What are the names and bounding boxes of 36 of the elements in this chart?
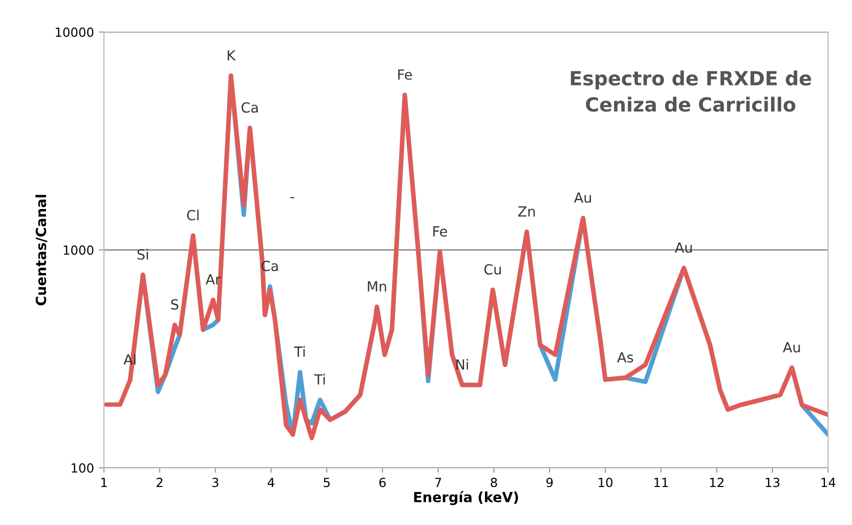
x-tick-label: 13 (766, 478, 780, 488)
annotation: Fe (433, 226, 448, 237)
annotation: Au (782, 342, 800, 352)
annotation: Ti (294, 346, 305, 357)
y-tick-label: 100 (72, 463, 94, 473)
x-tick-label: 4 (268, 478, 274, 487)
annotation: S (171, 299, 178, 310)
annotation: Fe (398, 69, 412, 80)
annotation: Mn (368, 281, 386, 292)
x-tick-label: 6 (379, 478, 386, 488)
annotation: - (290, 197, 294, 198)
x-tick-label: 11 (654, 478, 668, 487)
x-tick-label: 10 (598, 478, 612, 488)
x-tick-label: 8 (490, 478, 498, 488)
y-tick-label: 1000 (64, 245, 94, 255)
x-tick-label: 5 (324, 478, 330, 488)
annotation: Cu (484, 264, 501, 275)
x-tick-label: 12 (710, 478, 724, 487)
y-axis-title: Cuentas/Canal (35, 194, 48, 306)
annotation: K (228, 50, 236, 60)
y-tick-label: 10000 (56, 27, 94, 37)
annotation: Ca (242, 102, 258, 113)
annotation: Zn (518, 206, 535, 216)
x-tick-label: 7 (435, 478, 442, 487)
annotation: Cl (187, 210, 199, 220)
x-tick-label: 3 (212, 478, 218, 488)
x-tick-label: 1 (101, 478, 107, 487)
x-tick-label: 2 (156, 478, 162, 487)
annotation: Si (138, 248, 148, 260)
annotation: Au (574, 192, 591, 203)
annotation: As (617, 352, 634, 363)
x-axis-title: Energía (keV) (414, 490, 518, 506)
text: Espectro de FRXDE de Ceniza de Carricillo (570, 70, 812, 112)
x-tick-label: 9 (546, 478, 553, 488)
x-tick-label: 14 (822, 478, 836, 487)
annotation: Ti (314, 374, 325, 384)
